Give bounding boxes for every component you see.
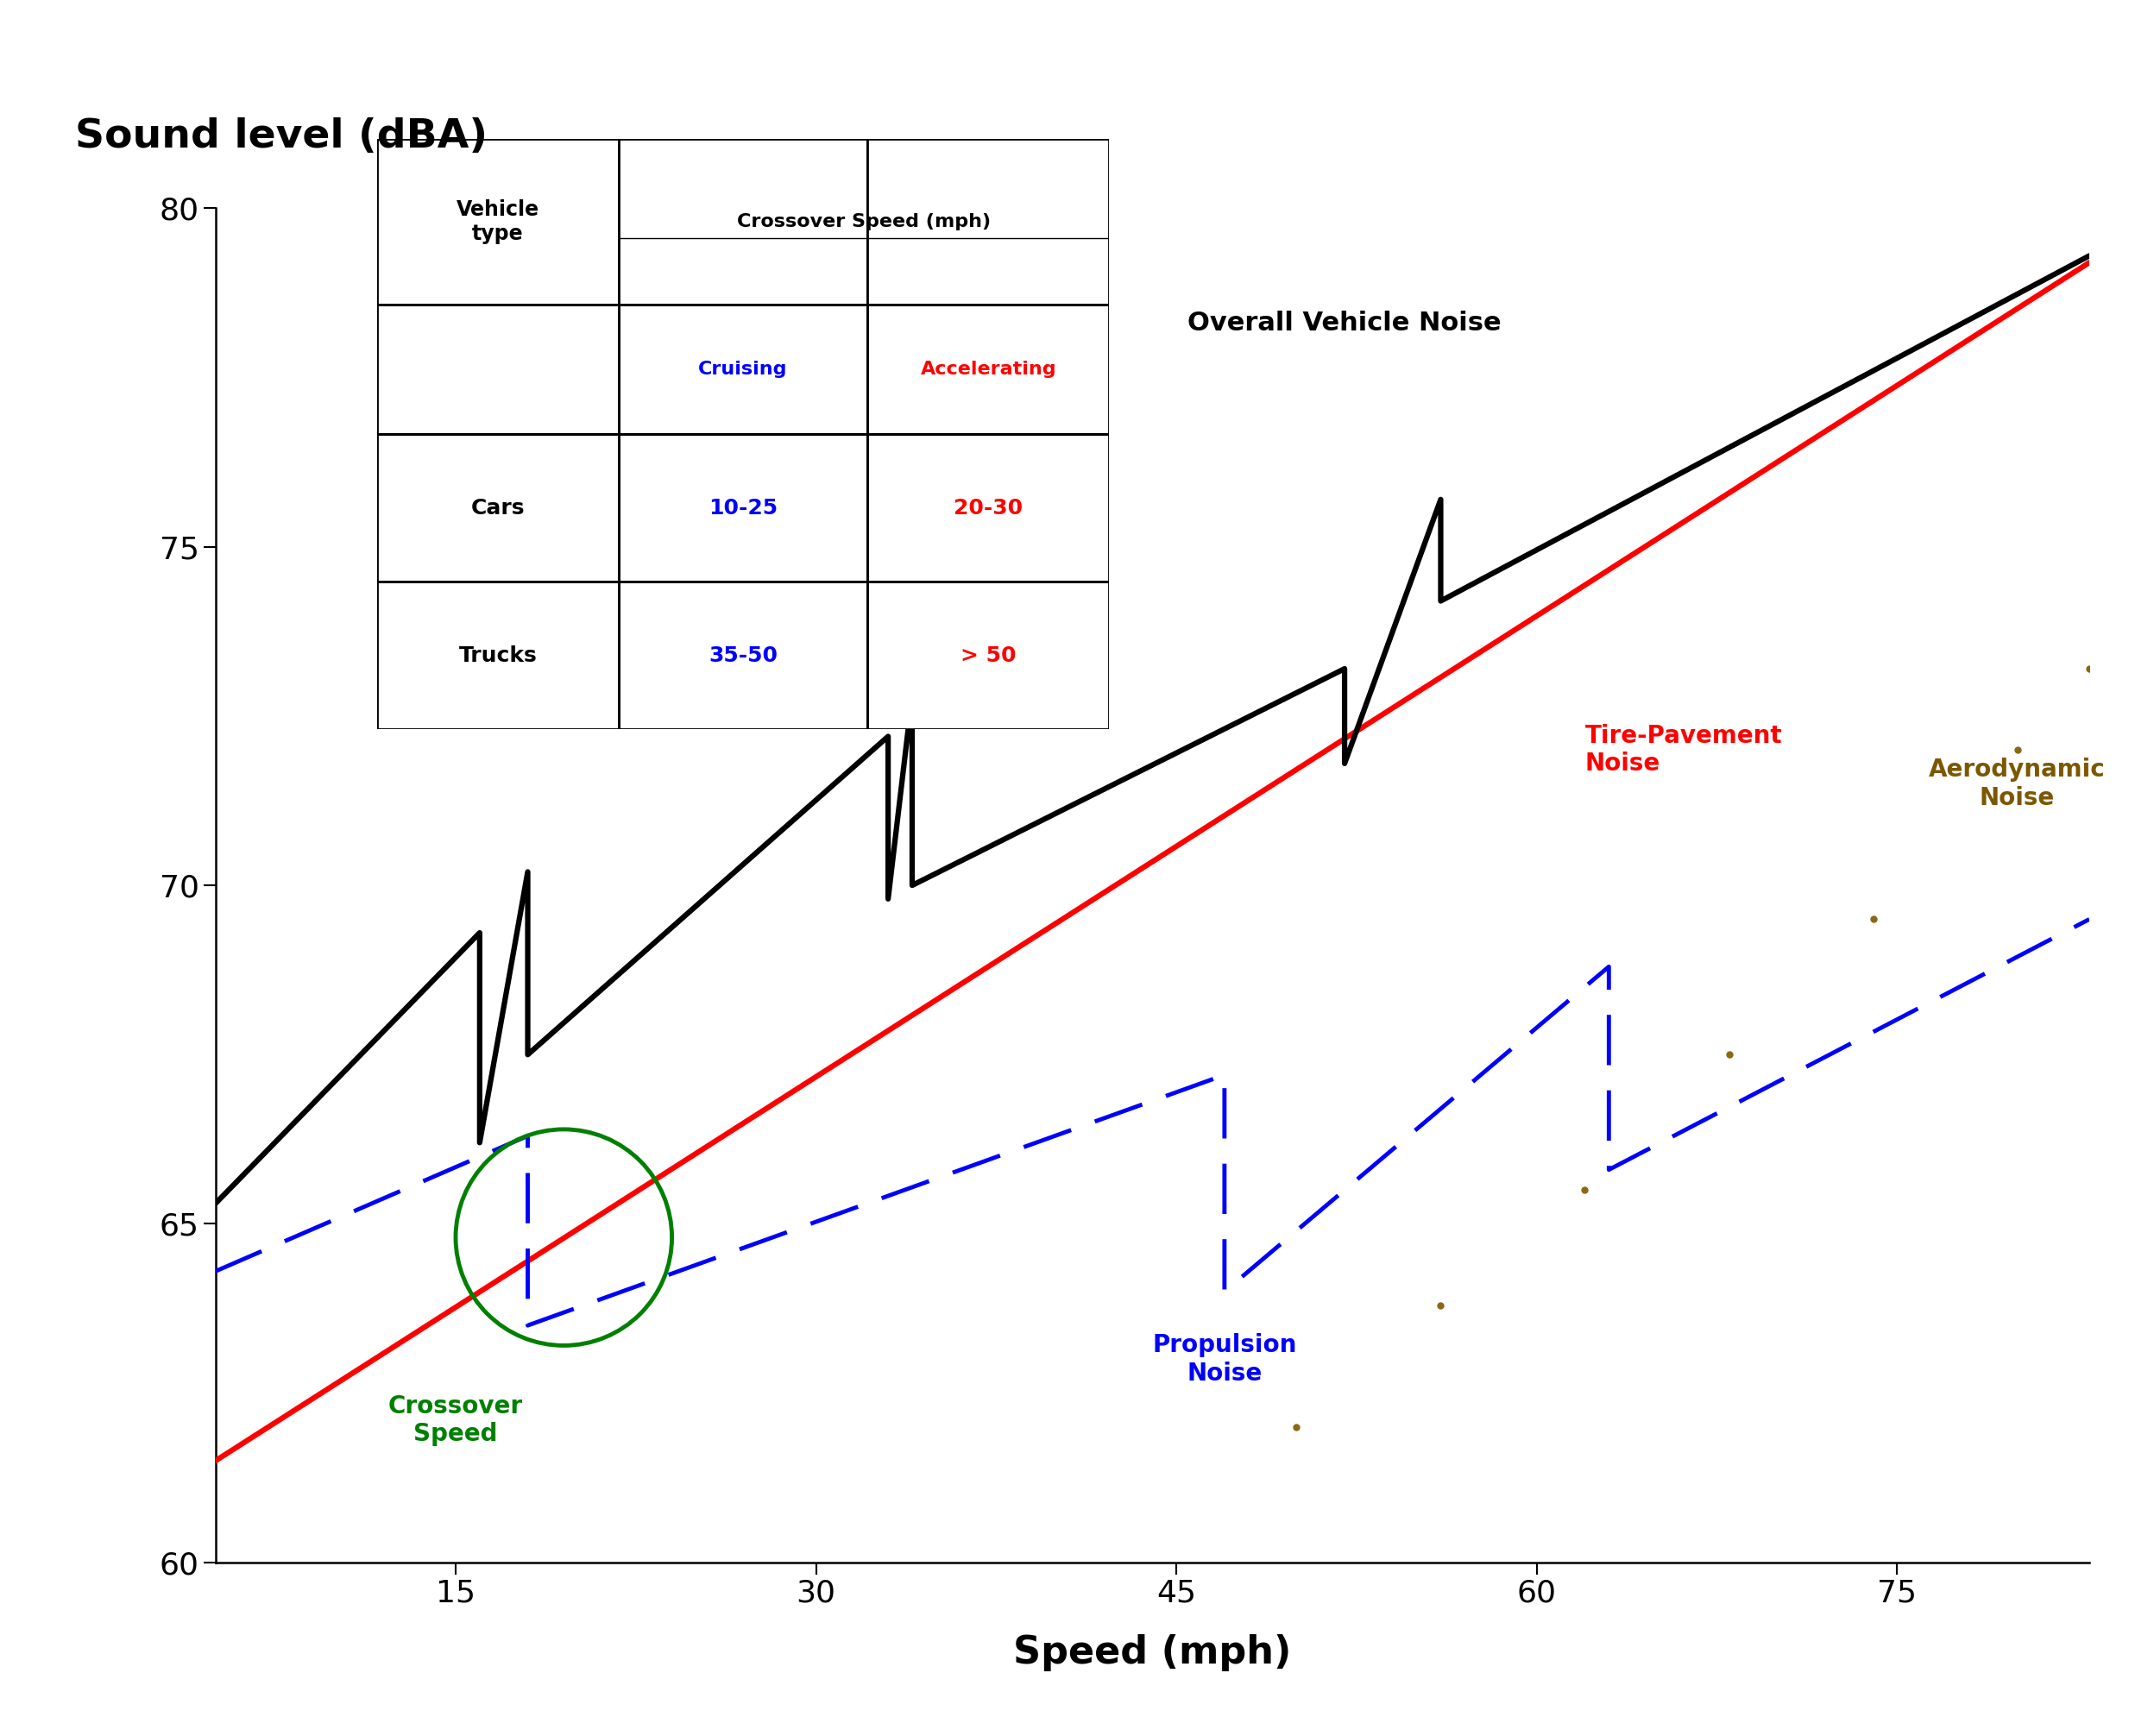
Text: Cars: Cars (472, 498, 526, 517)
Bar (618, 434, 868, 582)
Bar (618, 139, 868, 304)
Bar (377, 582, 618, 729)
Text: Vehicle
type: Vehicle type (457, 200, 538, 243)
Bar (868, 139, 1109, 304)
Text: Overall Vehicle Noise: Overall Vehicle Noise (1187, 311, 1501, 337)
Text: 10-25: 10-25 (709, 498, 778, 517)
Bar (618, 582, 868, 729)
Bar (377, 434, 618, 582)
Text: Propulsion
Noise: Propulsion Noise (1152, 1333, 1297, 1385)
Bar (868, 304, 1109, 434)
Text: Cruising: Cruising (698, 361, 788, 378)
Bar (868, 582, 1109, 729)
Text: > 50: > 50 (961, 646, 1017, 665)
Bar (868, 434, 1109, 582)
Text: Crossover
Speed: Crossover Speed (388, 1394, 523, 1446)
Bar (377, 139, 618, 304)
Text: Trucks: Trucks (459, 646, 536, 665)
Bar (377, 304, 618, 434)
Text: 35-50: 35-50 (709, 646, 778, 665)
Text: Aerodynamic
Noise: Aerodynamic Noise (1930, 757, 2107, 811)
Text: Tire-Pavement
Noise: Tire-Pavement Noise (1585, 724, 1781, 776)
Bar (618, 304, 868, 434)
FancyBboxPatch shape (377, 139, 1109, 729)
Text: Accelerating: Accelerating (920, 361, 1055, 378)
Text: Sound level (dBA): Sound level (dBA) (75, 118, 489, 156)
X-axis label: Speed (mph): Speed (mph) (1012, 1634, 1292, 1672)
Text: 20-30: 20-30 (954, 498, 1023, 517)
Text: Crossover Speed (mph): Crossover Speed (mph) (737, 214, 991, 231)
